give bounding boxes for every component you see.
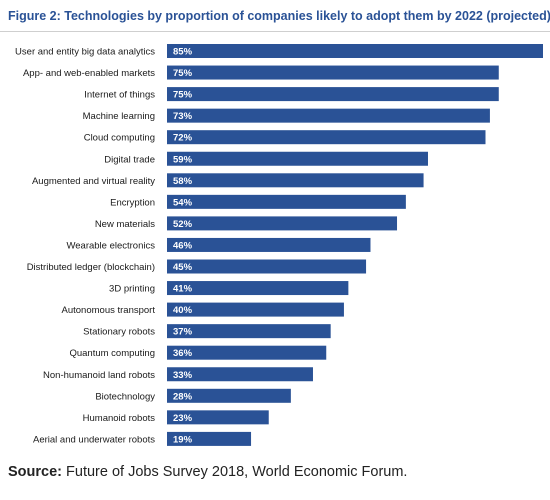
- source-text: Future of Jobs Survey 2018, World Econom…: [66, 464, 408, 480]
- bar-value-label: 52%: [173, 219, 193, 230]
- bars: [167, 44, 543, 446]
- category-label: Machine learning: [83, 111, 155, 122]
- bar-value-label: 33%: [173, 370, 193, 381]
- category-label: Quantum computing: [69, 348, 155, 359]
- category-label: Biotechnology: [95, 391, 155, 402]
- bar: [167, 87, 499, 102]
- chart-title: Figure 2: Technologies by proportion of …: [8, 9, 550, 23]
- category-label: Aerial and underwater robots: [33, 434, 155, 445]
- bar: [167, 108, 490, 123]
- bar-value-label: 46%: [173, 240, 193, 251]
- bar-value-label: 36%: [173, 348, 193, 359]
- category-label: Humanoid robots: [83, 413, 156, 424]
- source-note: Source: Future of Jobs Survey 2018, Worl…: [8, 464, 407, 480]
- category-label: Autonomous transport: [62, 305, 156, 316]
- bar: [167, 237, 371, 252]
- bar-value-label: 40%: [173, 305, 193, 316]
- bar-value-label: 75%: [173, 68, 193, 79]
- bar-value-label: 75%: [173, 90, 193, 101]
- bar: [167, 367, 313, 382]
- category-label: Wearable electronics: [66, 240, 155, 251]
- bar-value-label: 54%: [173, 197, 193, 208]
- category-label: Stationary robots: [83, 327, 155, 338]
- bar-value-label: 23%: [173, 413, 193, 424]
- category-label: 3D printing: [109, 284, 155, 295]
- bar-value-label: 19%: [173, 434, 193, 445]
- bar: [167, 324, 331, 339]
- bar: [167, 388, 291, 403]
- category-label: Non-humanoid land robots: [43, 370, 155, 381]
- bar: [167, 302, 344, 317]
- bar: [167, 216, 398, 231]
- category-label: User and entity big data analytics: [15, 47, 155, 58]
- title-divider: [0, 31, 550, 32]
- bar-value-label: 85%: [173, 47, 193, 58]
- bar-value-label: 41%: [173, 284, 193, 295]
- bar-value-label: 28%: [173, 391, 193, 402]
- category-label: Encryption: [110, 197, 155, 208]
- category-label: Cloud computing: [84, 133, 155, 144]
- bar-value-label: 73%: [173, 111, 193, 122]
- bar: [167, 130, 486, 145]
- bar: [167, 194, 406, 209]
- bar: [167, 44, 543, 58]
- source-label: Source:: [8, 464, 62, 480]
- category-labels: User and entity big data analytics App- a…: [15, 47, 155, 446]
- bar: [167, 345, 327, 360]
- bar: [167, 431, 252, 446]
- bar: [167, 173, 424, 188]
- bar-value-label: 45%: [173, 262, 193, 273]
- bar: [167, 410, 269, 425]
- category-label: Internet of things: [84, 90, 155, 101]
- bar: [167, 151, 428, 166]
- bar-value-label: 58%: [173, 176, 193, 187]
- bar-value-label: 59%: [173, 154, 193, 165]
- bar: [167, 65, 499, 80]
- category-label: Digital trade: [104, 154, 155, 165]
- category-label: Distributed ledger (blockchain): [27, 262, 155, 273]
- bar-value-label: 72%: [173, 133, 193, 144]
- category-label: Augmented and virtual reality: [32, 176, 155, 187]
- bar: [167, 259, 367, 274]
- value-labels: 85% 75% 75% 73% 72% 59% 58% 54% 52% 46% 45% 41% 40% 3…: [173, 47, 193, 446]
- category-label: New materials: [95, 219, 155, 230]
- category-label: App- and web-enabled markets: [23, 68, 155, 79]
- bar-value-label: 37%: [173, 327, 193, 338]
- bar: [167, 281, 349, 296]
